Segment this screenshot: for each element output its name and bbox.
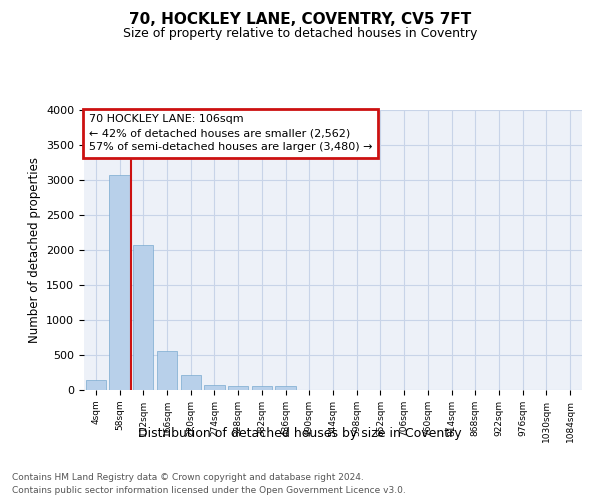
Bar: [133, 244, 154, 390]
Y-axis label: Number of detached properties: Number of detached properties: [28, 157, 41, 343]
Text: Distribution of detached houses by size in Coventry: Distribution of detached houses by size …: [138, 428, 462, 440]
Bar: [252, 386, 272, 390]
Text: Contains HM Land Registry data © Crown copyright and database right 2024.: Contains HM Land Registry data © Crown c…: [12, 472, 364, 482]
Text: 70, HOCKLEY LANE, COVENTRY, CV5 7FT: 70, HOCKLEY LANE, COVENTRY, CV5 7FT: [129, 12, 471, 28]
Text: Contains public sector information licensed under the Open Government Licence v3: Contains public sector information licen…: [12, 486, 406, 495]
Text: Size of property relative to detached houses in Coventry: Size of property relative to detached ho…: [123, 28, 477, 40]
Bar: [109, 175, 130, 390]
Bar: [181, 376, 201, 390]
Bar: [86, 380, 106, 390]
Bar: [228, 386, 248, 390]
Text: 70 HOCKLEY LANE: 106sqm
← 42% of detached houses are smaller (2,562)
57% of semi: 70 HOCKLEY LANE: 106sqm ← 42% of detache…: [89, 114, 373, 152]
Bar: [157, 351, 177, 390]
Bar: [205, 385, 224, 390]
Bar: [275, 386, 296, 390]
